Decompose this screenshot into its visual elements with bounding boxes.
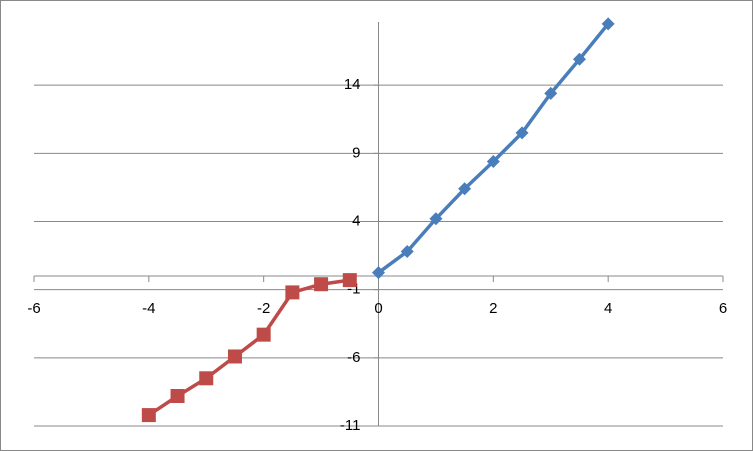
- y-tick-label: 14: [344, 76, 361, 93]
- marker: [199, 371, 214, 386]
- marker: [314, 277, 329, 292]
- marker: [601, 17, 615, 31]
- marker: [458, 182, 472, 196]
- y-tick-label: -11: [340, 417, 361, 434]
- marker: [486, 155, 500, 169]
- marker: [342, 273, 357, 288]
- x-tick-label: -2: [257, 300, 270, 317]
- marker: [285, 285, 300, 300]
- marker: [572, 52, 586, 66]
- marker: [170, 389, 185, 404]
- marker: [429, 212, 443, 226]
- marker: [515, 126, 529, 140]
- x-tick-label: 4: [604, 300, 612, 317]
- marker: [141, 408, 156, 423]
- marker: [544, 86, 558, 100]
- marker: [400, 244, 414, 258]
- x-tick-label: 2: [489, 300, 497, 317]
- x-tick-label: 6: [719, 300, 727, 317]
- x-tick-label: 0: [374, 300, 382, 317]
- marker: [227, 349, 242, 364]
- x-tick-label: -4: [142, 300, 155, 317]
- y-tick-label: 4: [352, 212, 360, 229]
- marker: [372, 266, 385, 280]
- x-tick-label: -6: [27, 300, 40, 317]
- y-tick-label: -6: [347, 349, 360, 366]
- y-tick-label: 9: [352, 144, 360, 161]
- marker: [256, 327, 271, 342]
